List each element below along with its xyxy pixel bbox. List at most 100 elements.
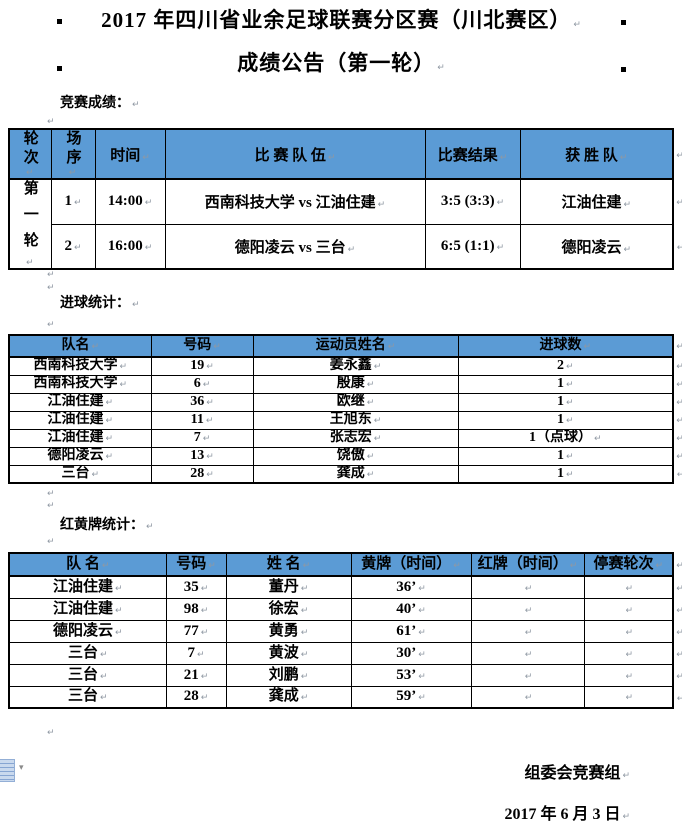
pilcrow-mark: ↵: [677, 694, 682, 704]
pilcrow-mark: ↵: [373, 434, 382, 444]
pilcrow-mark: ↵: [300, 627, 309, 638]
section-results-label: 竞赛成绩： ↵: [60, 96, 140, 111]
pilcrow-mark: ↵: [524, 627, 533, 638]
pilcrow-mark: ↵: [73, 242, 82, 253]
table-cell: 龚成 ↵: [225, 685, 352, 709]
table-row: 三台↵28↵龚成↵59’↵↵↵↵: [8, 685, 682, 709]
table-row: 德阳凌云↵13↵饶傲↵1↵↵: [8, 446, 682, 466]
table-cell: 刘鹏 ↵: [225, 663, 352, 687]
empty-paragraph-mark: ↵: [45, 117, 55, 127]
pilcrow-mark: ↵: [373, 416, 382, 426]
pilcrow-mark: ↵: [114, 583, 123, 594]
pilcrow-mark: ↵: [99, 649, 108, 660]
pilcrow-mark: ↵: [144, 242, 153, 253]
pilcrow-mark: ↵: [73, 198, 82, 209]
pilcrow-mark: ↵: [47, 537, 55, 547]
selection-handle[interactable]: [621, 20, 626, 25]
goals-header-row: 队名↵号码↵运动员姓名↵进球数↵↵: [8, 334, 682, 358]
pilcrow-mark: ↵: [47, 117, 55, 127]
pilcrow-mark: ↵: [373, 362, 382, 373]
table-cell: 19 ↵: [150, 356, 254, 376]
pilcrow-mark: ↵: [524, 605, 533, 616]
pilcrow-mark: ↵: [302, 561, 311, 571]
match-no-cell: 2 ↵: [50, 223, 96, 270]
pilcrow-mark: ↵: [202, 434, 211, 444]
row-end-mark: ↵: [673, 393, 682, 411]
pilcrow-mark: ↵: [47, 489, 55, 499]
pilcrow-mark: ↵: [200, 583, 209, 594]
table-cell: 36’ ↵: [350, 575, 472, 599]
col-header-round: 轮次↵: [8, 128, 52, 180]
pilcrow-mark: ↵: [377, 200, 386, 211]
col-header-time: 时间 ↵: [94, 128, 166, 180]
pilcrow-mark: ↵: [67, 168, 78, 178]
pilcrow-mark: ↵: [437, 63, 445, 73]
column-header: 号码 ↵: [165, 552, 227, 577]
table-cell: 江油住建 ↵: [8, 428, 152, 448]
table-cell: ↵: [470, 685, 585, 709]
col-header-winner: 获 胜 队 ↵: [519, 128, 674, 180]
table-cell: 饶傲 ↵: [252, 446, 459, 466]
pilcrow-mark: ↵: [300, 671, 309, 682]
pilcrow-mark: ↵: [366, 398, 375, 408]
table-row: 西南科技大学↵19↵姜永鑫↵2↵↵: [8, 356, 682, 376]
empty-paragraph-mark: ↵: [45, 283, 55, 293]
table-row: 江油住建↵7↵张志宏↵1（点球）↵↵: [8, 428, 682, 448]
empty-paragraph-mark: ↵: [45, 320, 55, 330]
pilcrow-mark: ↵: [300, 583, 309, 594]
teams-cell: 西南科技大学 vs 江油住建 ↵: [164, 178, 426, 225]
pilcrow-mark: ↵: [91, 469, 100, 480]
row-end-mark: ↵: [673, 335, 682, 357]
table-cell: 1 ↵: [457, 410, 674, 430]
pilcrow-mark: ↵: [144, 198, 153, 209]
selection-handle[interactable]: [57, 66, 62, 71]
pilcrow-mark: ↵: [114, 627, 123, 638]
table-cell: 1 ↵: [457, 446, 674, 466]
table-cell: 30’ ↵: [350, 641, 472, 665]
table-cell: 黄波 ↵: [225, 641, 352, 665]
table-cell: 西南科技大学 ↵: [8, 356, 152, 376]
teams-cell: 德阳凌云 vs 三台 ↵: [164, 223, 426, 270]
pilcrow-mark: ↵: [47, 501, 55, 511]
match-row: 2↵ 16:00↵ 德阳凌云 vs 三台↵ 6:5 (1:1)↵ 德阳凌云↵ ↵: [9, 223, 682, 270]
results-table: 轮次↵ 场序↵ 时间↵ 比 赛 队 伍↵ 比赛结果↵ 获 胜 队↵ ↵ 第一轮↵…: [8, 128, 682, 270]
pilcrow-mark: ↵: [206, 362, 214, 373]
table-row: 三台↵28↵龚成↵1↵↵: [8, 464, 682, 484]
pilcrow-mark: ↵: [206, 469, 214, 480]
pilcrow-mark: ↵: [676, 342, 682, 352]
pilcrow-mark: ↵: [676, 452, 682, 462]
paste-options-icon[interactable]: [0, 759, 15, 782]
empty-paragraph-mark: ↵: [45, 501, 55, 511]
table-cell: 40’ ↵: [350, 597, 472, 621]
section-goals-label: 进球统计： ↵: [60, 296, 140, 311]
pilcrow-mark: ↵: [418, 649, 426, 660]
table-row: 江油住建↵36↵欧继↵1↵↵: [8, 392, 682, 412]
pilcrow-mark: ↵: [105, 452, 114, 462]
section-cards-label: 红黄牌统计： ↵: [60, 518, 154, 533]
pilcrow-mark: ↵: [105, 416, 114, 426]
paste-options-dropdown-icon[interactable]: ▾: [19, 763, 24, 773]
pilcrow-mark: ↵: [47, 270, 55, 280]
table-cell: 6 ↵: [150, 374, 254, 394]
table-cell: 三台 ↵: [8, 641, 167, 665]
table-cell: ↵: [583, 597, 674, 621]
pilcrow-mark: ↵: [677, 243, 682, 253]
pilcrow-mark: ↵: [132, 300, 140, 310]
pilcrow-mark: ↵: [676, 606, 682, 616]
pilcrow-mark: ↵: [676, 362, 682, 372]
table-cell: 江油住建 ↵: [8, 575, 167, 599]
row-end-mark: ↵: [673, 179, 682, 224]
selection-handle[interactable]: [621, 67, 626, 72]
selection-handle[interactable]: [57, 19, 62, 24]
pilcrow-mark: ↵: [565, 380, 574, 390]
pilcrow-mark: ↵: [105, 434, 114, 444]
table-cell: 2 ↵: [457, 356, 674, 376]
table-cell: 21 ↵: [165, 663, 227, 687]
table-cell: 1 ↵: [457, 374, 674, 394]
table-cell: 1 ↵: [457, 392, 674, 412]
pilcrow-mark: ↵: [119, 362, 128, 373]
pilcrow-mark: ↵: [213, 342, 221, 352]
pilcrow-mark: ↵: [99, 671, 108, 682]
column-header: 红牌（时间） ↵: [470, 552, 585, 577]
pilcrow-mark: ↵: [200, 671, 209, 682]
